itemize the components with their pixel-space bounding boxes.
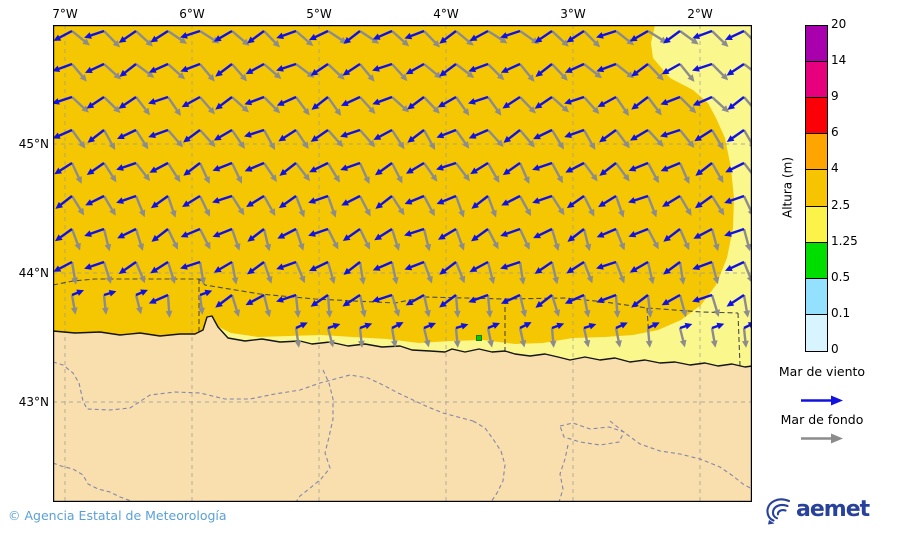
copyright-attribution: © Agencia Estatal de Meteorología [8, 508, 227, 523]
axis-label-2w: 2°W [687, 7, 713, 21]
axis-label-43n: 43°N [18, 395, 49, 409]
colorbar-tick: 0 [831, 342, 839, 356]
axis-label-45n: 45°N [18, 137, 49, 151]
colorbar-tick: 0.1 [831, 305, 851, 320]
point-markers [476, 335, 482, 341]
colorbar-tick: 20 [831, 17, 847, 31]
colorbar-tick: 1.25 [831, 233, 858, 248]
colorbar-segment [806, 170, 827, 207]
colorbar-segment [806, 98, 827, 135]
axis-label-6w: 6°W [179, 7, 205, 21]
colorbar-axis-label: Altura (m) [780, 157, 795, 219]
wind-sea-arrow-icon [801, 395, 843, 406]
axis-label-7w: 7°W [52, 7, 78, 21]
aemet-logo: aemet [763, 495, 870, 525]
aemet-logo-text: aemet [796, 497, 870, 522]
wave-arrow-field [53, 29, 752, 348]
colorbar-tick: 14 [831, 53, 847, 68]
axis-label-44n: 44°N [18, 266, 49, 280]
swell-arrow-icon [801, 433, 843, 444]
green-low-wave-marker [476, 335, 482, 341]
colorbar-segment [806, 278, 827, 315]
colorbar-segment [806, 314, 827, 351]
province-borders [53, 361, 752, 502]
colorbar-segment [806, 26, 827, 63]
colorbar-tick: 9 [831, 89, 839, 104]
colorbar-tick: 0.5 [831, 269, 851, 284]
colorbar-segment [806, 62, 827, 99]
axis-label-5w: 5°W [306, 7, 332, 21]
colorbar-tick: 2.5 [831, 197, 851, 212]
legend-swell-label: Mar de fondo [780, 412, 864, 427]
colorbar-tick: 4 [831, 161, 839, 176]
axis-label-4w: 4°W [433, 7, 459, 21]
legend-wind-sea-label: Mar de viento [778, 364, 866, 379]
axis-label-3w: 3°W [560, 7, 586, 21]
wave-height-map [53, 25, 752, 502]
wave-height-colorbar [805, 25, 828, 352]
aemet-swirl-icon [766, 498, 791, 525]
colorbar-tick: 6 [831, 125, 839, 140]
colorbar-segment [806, 134, 827, 171]
map-frame [53, 25, 752, 502]
colorbar-segment [806, 206, 827, 243]
colorbar-segment [806, 242, 827, 279]
